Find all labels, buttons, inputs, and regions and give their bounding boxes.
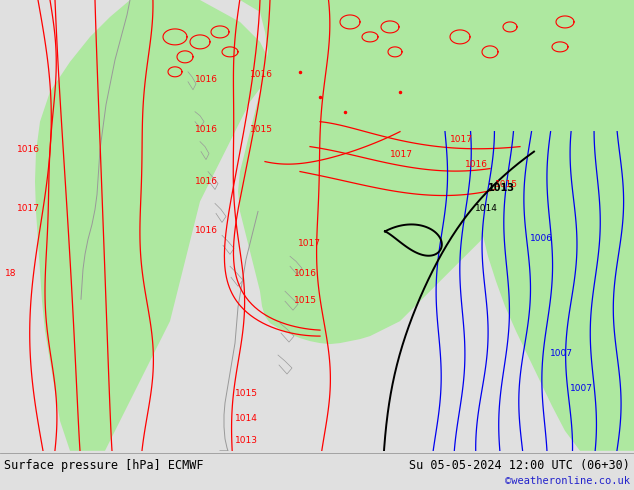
Polygon shape — [35, 0, 270, 451]
Circle shape — [265, 157, 275, 167]
Text: 1016: 1016 — [250, 70, 273, 79]
Text: 1006: 1006 — [530, 234, 553, 244]
Text: 1017: 1017 — [450, 135, 473, 144]
Text: 1017: 1017 — [390, 149, 413, 159]
Text: 1013: 1013 — [488, 183, 515, 194]
Text: 1017: 1017 — [17, 204, 40, 214]
Text: 1016: 1016 — [195, 176, 218, 186]
Text: 1013: 1013 — [235, 436, 258, 445]
Text: 1016: 1016 — [17, 145, 40, 153]
Text: 1016: 1016 — [195, 75, 218, 84]
Circle shape — [325, 117, 335, 126]
Text: 18: 18 — [5, 270, 16, 278]
Text: 1016: 1016 — [294, 270, 317, 278]
Polygon shape — [200, 0, 634, 344]
Circle shape — [288, 124, 302, 139]
Text: Su 05-05-2024 12:00 UTC (06+30): Su 05-05-2024 12:00 UTC (06+30) — [409, 460, 630, 472]
Text: 1015: 1015 — [235, 389, 258, 398]
Text: 1015: 1015 — [294, 296, 317, 305]
Text: 1017: 1017 — [298, 239, 321, 248]
Text: 1016: 1016 — [195, 124, 218, 134]
Polygon shape — [305, 147, 355, 196]
Polygon shape — [476, 0, 634, 451]
Circle shape — [332, 74, 348, 90]
Text: 1016: 1016 — [195, 226, 218, 235]
Text: ©weatheronline.co.uk: ©weatheronline.co.uk — [505, 476, 630, 486]
Text: 1007: 1007 — [550, 349, 573, 358]
Text: 1014: 1014 — [475, 204, 498, 214]
Text: 1015: 1015 — [495, 179, 518, 189]
Text: 1007: 1007 — [570, 384, 593, 393]
Text: 1014: 1014 — [235, 414, 258, 423]
Circle shape — [304, 96, 316, 108]
Text: Surface pressure [hPa] ECMWF: Surface pressure [hPa] ECMWF — [4, 460, 204, 472]
Text: 1016: 1016 — [465, 160, 488, 169]
Text: 1015: 1015 — [250, 124, 273, 134]
